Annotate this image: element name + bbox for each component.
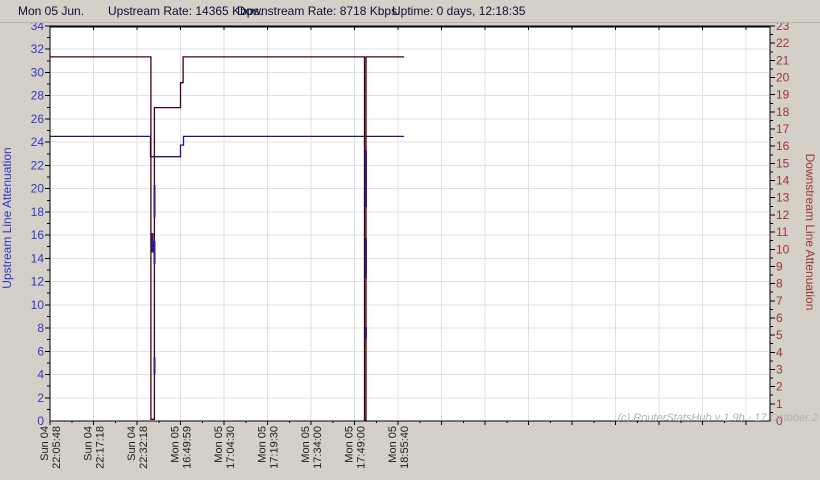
status-downstream-rate: Downstream Rate: 8718 Kbps. — [237, 4, 401, 18]
svg-text:22:05:48: 22:05:48 — [51, 426, 63, 469]
svg-text:0: 0 — [776, 414, 783, 428]
svg-text:22: 22 — [31, 158, 45, 172]
status-upstream-rate: Upstream Rate: 14365 Kbps. — [108, 4, 263, 18]
status-bar: Mon 05 Jun. Upstream Rate: 14365 Kbps. D… — [0, 0, 820, 23]
svg-text:30: 30 — [31, 65, 45, 79]
svg-text:20: 20 — [776, 71, 790, 85]
status-uptime: Uptime: 0 days, 12:18:35 — [392, 4, 526, 18]
svg-text:17:19:30: 17:19:30 — [269, 426, 281, 469]
svg-text:32: 32 — [31, 42, 45, 56]
svg-text:Mon 05: Mon 05 — [257, 426, 269, 463]
svg-text:18: 18 — [776, 105, 790, 119]
svg-text:Mon 05: Mon 05 — [387, 426, 399, 463]
svg-text:5: 5 — [776, 328, 783, 342]
svg-text:17:04:30: 17:04:30 — [225, 426, 237, 469]
svg-text:Sun 04: Sun 04 — [39, 426, 51, 461]
svg-text:12: 12 — [776, 208, 790, 222]
watermark: (c) RouterStatsHub v 1.9b - 17 October 2 — [617, 412, 818, 424]
svg-text:22:17:18: 22:17:18 — [95, 426, 107, 469]
svg-text:4: 4 — [37, 368, 44, 382]
svg-text:26: 26 — [31, 112, 45, 126]
svg-text:9: 9 — [776, 259, 783, 273]
svg-text:Sun 04: Sun 04 — [83, 426, 95, 461]
svg-text:13: 13 — [776, 191, 790, 205]
svg-text:20: 20 — [31, 182, 45, 196]
svg-text:Mon 05: Mon 05 — [344, 426, 356, 463]
svg-text:7: 7 — [776, 294, 783, 308]
svg-text:24: 24 — [31, 135, 45, 149]
svg-text:17:34:00: 17:34:00 — [312, 426, 324, 469]
svg-text:3: 3 — [776, 362, 783, 376]
svg-text:22:32:18: 22:32:18 — [138, 426, 150, 469]
svg-text:Sun 04: Sun 04 — [126, 426, 138, 461]
svg-text:21: 21 — [776, 53, 790, 67]
svg-text:1: 1 — [776, 397, 783, 411]
svg-text:16:49:59: 16:49:59 — [182, 426, 194, 469]
svg-text:Mon 05: Mon 05 — [170, 426, 182, 463]
svg-text:17: 17 — [776, 122, 790, 136]
svg-text:6: 6 — [776, 311, 783, 325]
svg-text:22: 22 — [776, 36, 790, 50]
svg-text:14: 14 — [776, 174, 790, 188]
svg-text:Upstream Line Attenuation: Upstream Line Attenuation — [0, 147, 14, 288]
svg-text:14: 14 — [31, 251, 45, 265]
svg-text:Downstream Line Attenuation: Downstream Line Attenuation — [803, 154, 817, 311]
svg-text:15: 15 — [776, 156, 790, 170]
svg-text:16: 16 — [31, 228, 45, 242]
svg-text:11: 11 — [776, 225, 789, 239]
svg-text:4: 4 — [776, 345, 783, 359]
svg-text:17:49:00: 17:49:00 — [356, 426, 368, 469]
svg-text:0: 0 — [37, 414, 44, 428]
svg-text:28: 28 — [31, 89, 45, 103]
svg-text:10: 10 — [31, 298, 45, 312]
svg-text:10: 10 — [776, 242, 790, 256]
svg-text:2: 2 — [776, 380, 783, 394]
status-date: Mon 05 Jun. — [18, 4, 85, 18]
svg-text:18: 18 — [31, 205, 45, 219]
svg-text:18:55:40: 18:55:40 — [399, 426, 411, 469]
svg-text:12: 12 — [31, 275, 45, 289]
svg-text:2: 2 — [37, 391, 44, 405]
svg-text:16: 16 — [776, 139, 790, 153]
svg-text:8: 8 — [37, 321, 44, 335]
svg-text:Mon 05: Mon 05 — [213, 426, 225, 463]
svg-text:8: 8 — [776, 277, 783, 291]
svg-text:19: 19 — [776, 88, 790, 102]
svg-text:6: 6 — [37, 344, 44, 358]
svg-text:Mon 05: Mon 05 — [300, 426, 312, 463]
